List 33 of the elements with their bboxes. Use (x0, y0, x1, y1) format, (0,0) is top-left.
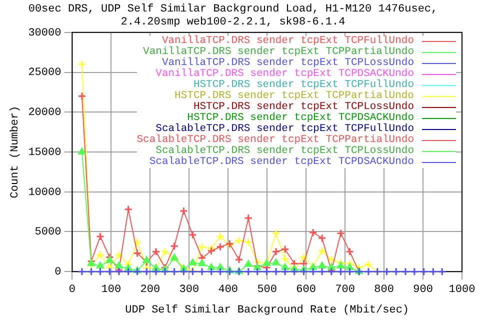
y-tick-label: 10000 (28, 186, 62, 199)
y-axis-title: Count (Number) (10, 106, 22, 198)
legend-label: ScalableTCP.DRS sender tcpExt TCPFullUndo (156, 123, 414, 136)
chart-title: 00sec DRS, UDP Self Similar Background Load, H1-M120 1476usec, 2.4.20smp web100-2.2.1, sk98-6.1.4 (28, 4, 438, 29)
x-tick-label: 200 (140, 284, 160, 296)
y-tick-label: 0 (54, 266, 62, 279)
legend-label: HSTCP.DRS sender tcpExt TCPFullUndo (193, 79, 414, 92)
legend-label: HSTCP.DRS sender tcpExt TCPLossUndo (193, 101, 414, 114)
x-tick-label: 800 (374, 284, 394, 296)
x-tick-label: 900 (413, 284, 433, 296)
y-tick-label: 20000 (28, 107, 62, 120)
legend-label: VanillaTCP.DRS sender tcpExt TCPFullUndo (162, 35, 414, 48)
legend-label: ScalableTCP.DRS sender tcpExt TCPDSACKUndo (149, 156, 414, 168)
x-tick-label: 1000 (448, 284, 476, 296)
y-tick-label: 30000 (28, 27, 62, 40)
legend-label: HSTCP.DRS sender tcpExt TCPDSACKUndo (187, 112, 414, 124)
x-tick-label: 100 (101, 284, 122, 296)
legend-label: ScalableTCP.DRS sender tcpExt TCPPartialUndo (136, 134, 414, 146)
x-tick-label: 500 (257, 284, 278, 296)
y-tick-label: 5000 (34, 226, 62, 239)
legend-label: VanillaTCP.DRS sender tcpExt TCPDSACKUndo (156, 68, 414, 80)
x-tick-label: 300 (179, 284, 200, 296)
legend-label: HSTCP.DRS sender tcpExt TCPPartialUndo (174, 90, 414, 102)
legend-label: VanillaTCP.DRS sender tcpExt TCPPartialUndo (143, 46, 414, 58)
x-tick-label: 700 (335, 284, 355, 296)
x-axis-title: UDP Self Similar Background Rate (Mbit/sec) (125, 304, 410, 316)
legend-label: ScalableTCP.DRS sender tcpExt TCPLossUndo (156, 145, 414, 158)
y-tick-label: 15000 (28, 146, 62, 159)
x-tick-label: 0 (68, 284, 76, 296)
x-tick-label: 600 (296, 284, 316, 296)
y-tick-label: 25000 (28, 67, 62, 80)
legend-label: VanillaTCP.DRS sender tcpExt TCPLossUndo (162, 57, 414, 70)
x-tick-label: 400 (218, 284, 238, 296)
